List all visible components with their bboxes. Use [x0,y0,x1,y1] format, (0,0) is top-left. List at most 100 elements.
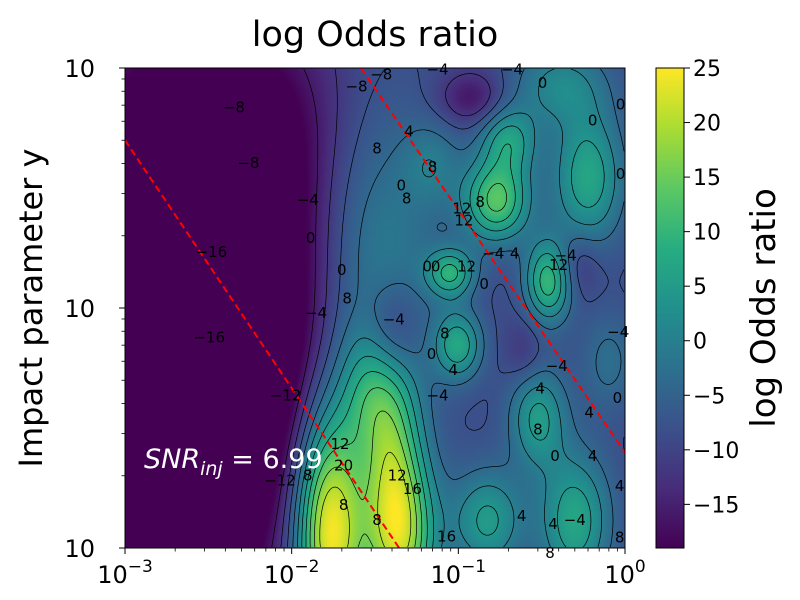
contour-label: 8 [372,139,382,157]
x-tick-base: 10 [97,561,128,589]
contour-level-4 [301,125,605,548]
x-tick-exp: 0 [635,557,646,577]
colorbar-tick-label: 10 [693,221,721,246]
contour-label: 0 [588,112,598,130]
contour-label: −8 [223,99,245,117]
contour-level-neg12 [280,68,491,548]
y-axis-label: Impact parameter y [12,149,50,468]
colorbar-bar [656,68,684,548]
contour-level-12 [309,182,507,548]
contour-label: 12 [452,200,471,218]
x-tick-label: 100 [604,557,645,589]
contour-label: 0 [613,389,623,407]
snr-value: = 6.99 [223,444,323,475]
reference-line [125,139,401,548]
y-tick-base: 10 [64,55,95,83]
contour-label: −4 [297,191,319,209]
colorbar-tick-label: 15 [693,166,721,191]
contour-label: 0 [616,165,626,183]
x-tick-label: 10−1 [431,557,487,589]
contour-label: 16 [437,528,456,546]
snr-annotation: SNRinj = 6.99 [144,444,323,480]
contour-label: 8 [615,529,625,547]
contour-level-8 [305,143,556,548]
contour-level-0 [297,68,616,548]
contour-label: 20 [334,456,353,474]
colorbar-tick-label: 20 [693,112,721,137]
contour-label: 4 [615,477,625,495]
contour-label: −12 [264,472,296,490]
contour-label: 8 [303,466,313,484]
y-tick-label: 10 [64,55,95,83]
contour-label: −8 [237,154,259,172]
y-tick-label: 10 [64,295,95,323]
contour-label: 0 [422,258,432,276]
contour-label: 0 [397,177,407,195]
contour-label: 8 [372,511,382,529]
y-tick-label: 10 [64,535,95,563]
contour-level-neg16 [271,68,319,548]
contour-label: −8 [345,77,367,95]
contour-label: 8 [440,324,450,342]
colorbar-tick-label: 5 [693,275,707,300]
contour-level-neg8 [287,68,625,548]
y-axis-label-text: Impact parameter y [12,149,50,468]
contour-label: −4 [555,246,577,264]
contour-label: 8 [428,158,438,176]
contour-label: 0 [337,261,347,279]
contour-label: 4 [448,361,458,379]
x-tick-exp: −2 [294,557,319,577]
contour-label: −4 [482,244,504,262]
x-tick-base: 10 [431,561,462,589]
contour-label: 4 [404,123,414,141]
contour-label: 8 [533,421,543,439]
x-tick-exp: −3 [128,557,153,577]
contour-label: 4 [584,404,594,422]
contour-label: 0 [427,345,437,363]
contour-label: 0 [306,229,316,247]
contour-label: 12 [457,258,476,276]
contour-label: −16 [193,329,225,347]
x-tick-label: 10−2 [264,557,320,589]
contour-label: −12 [270,387,302,405]
contour-lines [271,68,625,548]
snr-subscript: inj [200,458,223,480]
snr-prefix: SNR [144,444,200,475]
reference-line [360,68,625,454]
reference-lines [125,68,625,548]
colorbar-label: log Odds ratio [744,188,784,427]
x-tick-base: 10 [604,561,635,589]
colorbar-tick-label: 0 [693,330,707,355]
x-tick-base: 10 [264,561,295,589]
contour-label: 4 [517,507,527,525]
contour-label: 0 [616,96,626,114]
colorbar-frame [655,67,685,549]
contour-label: −4 [564,511,586,529]
y-tick-base: 10 [64,535,95,563]
contour-label: 12 [388,466,407,484]
contour-label: 0 [431,258,441,276]
contour-level-16 [314,410,417,548]
contour-label: −4 [383,311,405,329]
contour-label: 0 [550,447,560,465]
contour-label: 4 [548,515,558,533]
chart-title: log Odds ratio [252,15,499,55]
colorbar-tick-label: −15 [693,493,739,518]
y-tick-base: 10 [64,295,95,323]
x-tick-exp: −1 [461,557,486,577]
contour-label: 0 [479,275,489,293]
x-tick-label: 10−3 [97,557,153,589]
contour-label: −4 [607,323,629,341]
colorbar-tick-label: 25 [693,57,721,82]
contour-label: 12 [330,435,349,453]
plot-area: −8−8−40−4−16−16−12−12 812208812161608−4−8… [124,61,629,562]
contour-level-neg4 [292,68,625,548]
contour-label: −4 [501,61,523,79]
contour-label: 8 [339,496,349,514]
contour-labels: −8−8−40−4−16−16−12−12 812208812161608−4−8… [193,61,629,562]
contour-label: 4 [535,379,545,397]
colorbar: −15 −10 −5 0 5 10 15 20 25 log Odds ratio [655,57,784,549]
contour-label: −4 [426,61,448,79]
contour-label: −4 [426,387,448,405]
